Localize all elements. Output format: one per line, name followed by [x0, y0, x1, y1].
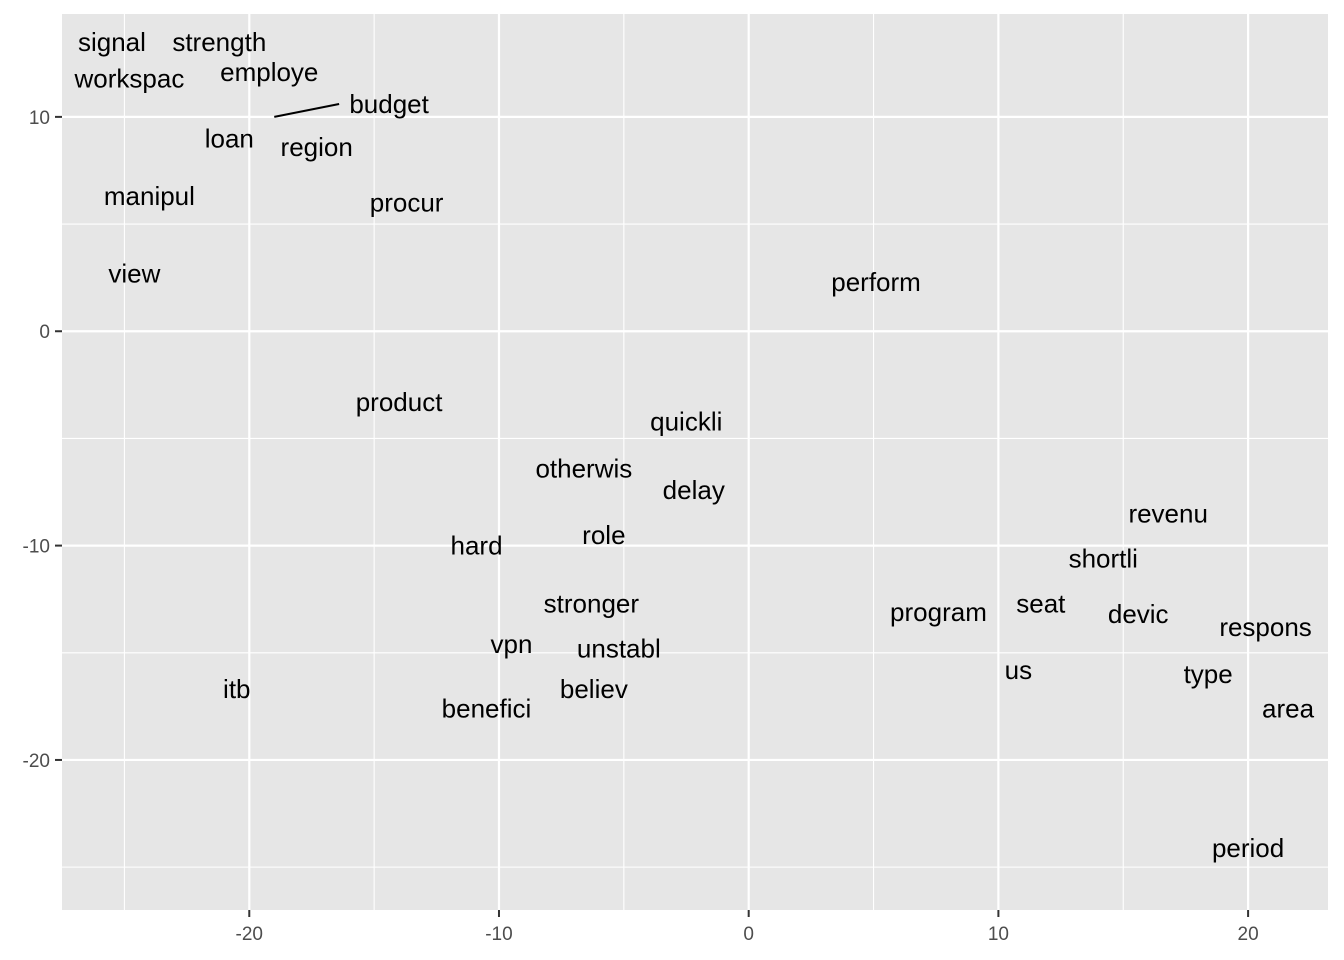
word-label: view	[108, 258, 160, 288]
word-label: workspac	[74, 63, 185, 93]
y-tick-label: 0	[39, 322, 50, 343]
word-label: program	[890, 597, 987, 627]
word-label: procur	[370, 188, 444, 218]
word-label: area	[1262, 694, 1315, 724]
x-tick-label: 10	[988, 924, 1009, 945]
word-label: shortli	[1069, 543, 1138, 573]
x-axis: -20 -10 0 10 20	[236, 910, 1259, 945]
y-tick-label: 10	[29, 108, 50, 129]
word-label: employe	[220, 57, 318, 87]
word-label: revenu	[1128, 498, 1208, 528]
word-label: role	[582, 520, 625, 550]
word-label: loan	[205, 123, 254, 153]
y-tick-label: -20	[23, 751, 50, 772]
word-label: devic	[1108, 599, 1169, 629]
y-tick-label: -10	[23, 537, 50, 558]
word-label: respons	[1219, 612, 1312, 642]
word-label: quickli	[650, 406, 722, 436]
word-label: period	[1212, 833, 1284, 863]
word-label: budget	[349, 89, 429, 119]
word-label: otherwis	[535, 453, 632, 483]
leader-lines	[274, 103, 340, 118]
x-tick-label: -10	[485, 924, 512, 945]
word-label: unstabl	[577, 633, 661, 663]
word-label: us	[1005, 655, 1032, 685]
word-label: perform	[831, 267, 921, 297]
word-label: believ	[560, 674, 628, 704]
word-label: seat	[1016, 588, 1066, 618]
word-label: delay	[663, 475, 725, 505]
word-label: manipul	[104, 181, 195, 211]
minor-gridlines	[62, 14, 1328, 910]
word-label: stronger	[544, 588, 640, 618]
word-label: product	[356, 387, 443, 417]
x-tick-label: 20	[1238, 924, 1259, 945]
word-label: vpn	[491, 629, 533, 659]
word-label: signal	[78, 27, 146, 57]
major-gridlines	[62, 14, 1328, 910]
word-label: strength	[172, 27, 266, 57]
word-label: region	[281, 132, 353, 162]
word-label: type	[1184, 659, 1233, 689]
word-label: hard	[450, 531, 502, 561]
y-axis: 10 0 -10 -20	[23, 108, 62, 772]
x-tick-label: -20	[236, 924, 263, 945]
word-label: benefici	[442, 694, 532, 724]
word-label: itb	[223, 674, 250, 704]
leader-line	[274, 103, 340, 118]
x-tick-label: 0	[743, 924, 754, 945]
